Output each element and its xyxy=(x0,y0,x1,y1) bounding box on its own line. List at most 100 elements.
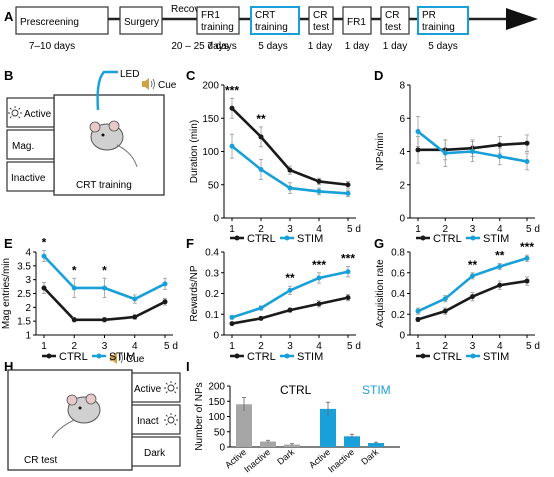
timeline-arrowhead xyxy=(506,8,538,30)
legend-stim-label: STIM xyxy=(483,233,509,245)
bar-category-label: Inactive xyxy=(326,447,356,475)
y-tick-label: 0.4 xyxy=(205,248,219,259)
x-tick-label: 5 d xyxy=(164,341,178,352)
stage-duration: 1 day xyxy=(308,41,332,52)
bar-stim xyxy=(344,436,360,447)
x-tick-label: 4 xyxy=(316,341,322,352)
y-tick-label: 1.5 xyxy=(17,317,31,328)
optic-fiber xyxy=(96,70,118,111)
data-point-ctrl xyxy=(71,317,77,323)
stage-duration: 5 days xyxy=(258,41,287,52)
y-tick-label: 50 xyxy=(214,427,226,438)
speaker-icon xyxy=(110,352,123,364)
cr-test-box xyxy=(7,369,133,471)
stage-label: Prescreening xyxy=(20,17,79,28)
dark-label-h: Dark xyxy=(144,448,166,459)
y-axis-label: Duration (min) xyxy=(189,120,200,183)
significance-label: ** xyxy=(285,271,295,285)
legend-ctrl-marker xyxy=(420,235,426,241)
data-point-ctrl xyxy=(470,294,475,300)
y-tick-label: 2 xyxy=(25,303,31,314)
bar-ctrl xyxy=(260,441,276,447)
active-label-h: Active xyxy=(134,384,162,395)
stage-label: PR xyxy=(422,10,436,21)
stage-label: CR xyxy=(313,10,327,21)
y-tick-label: 0.6 xyxy=(391,268,405,279)
stage-label: training xyxy=(201,22,234,33)
data-point-ctrl xyxy=(229,105,235,111)
data-point-stim xyxy=(442,296,448,302)
data-point-ctrl xyxy=(524,278,530,284)
stage-box xyxy=(119,6,163,35)
legend-stim-label: STIM xyxy=(109,351,135,363)
stage-box xyxy=(196,6,240,35)
data-point-ctrl xyxy=(41,285,47,291)
y-tick-label: 4 xyxy=(399,147,405,158)
x-tick-label: 4 xyxy=(497,341,503,352)
x-tick-label: 1 xyxy=(415,341,421,352)
x-tick-label: 1 xyxy=(41,341,47,352)
significance-label: *** xyxy=(225,83,239,97)
mag-port xyxy=(6,129,55,160)
mag-label: Mag. xyxy=(12,141,34,152)
y-tick-label: 2 xyxy=(399,180,405,191)
bar-category-label: Inactive xyxy=(242,447,272,475)
legend-stim-marker xyxy=(96,353,102,359)
panel-letter-c: C xyxy=(186,68,196,83)
dark-port-h xyxy=(131,436,181,467)
panel-letter-b: B xyxy=(4,68,13,83)
data-point-ctrl xyxy=(132,314,138,320)
significance-label: ** xyxy=(468,258,478,272)
stage-duration: 20 – 25 days xyxy=(171,41,228,52)
stage-box xyxy=(308,6,334,35)
y-tick-label: 0 xyxy=(399,214,405,225)
legend-stim-label: STIM xyxy=(483,351,509,363)
data-point-ctrl xyxy=(316,178,322,184)
y-tick-label: 0.4 xyxy=(391,289,405,300)
panel-letter-f: F xyxy=(186,236,194,251)
y-tick-label: 0.8 xyxy=(391,248,405,259)
data-point-stim xyxy=(162,281,168,287)
data-point-stim xyxy=(442,150,448,156)
y-tick-label: 8 xyxy=(399,81,405,92)
panel-letter-h: H xyxy=(4,359,13,374)
bar-category-label: Dark xyxy=(275,447,296,467)
legend-stim-marker xyxy=(284,235,290,241)
cue-label-h: Cue xyxy=(126,354,145,365)
data-point-stim xyxy=(258,166,264,172)
data-point-ctrl xyxy=(497,142,503,148)
stage-label: test xyxy=(313,22,329,33)
stage-duration: 7–10 days xyxy=(29,41,75,52)
stage-label: CRT xyxy=(255,10,275,21)
panel-h-schematic: Active Inact Dark Cue CR test xyxy=(7,352,181,471)
inact-port-h xyxy=(131,404,181,435)
stage-duration: 5 days xyxy=(428,41,457,52)
bulb-icon xyxy=(164,381,178,394)
stage-label: Recovery xyxy=(171,4,213,15)
y-tick-label: 0 xyxy=(399,331,405,342)
x-tick-label: 2 xyxy=(442,224,448,235)
stage-duration: 1 day xyxy=(383,41,407,52)
y-tick-label: 3.5 xyxy=(17,261,31,272)
active-label: Active xyxy=(24,109,52,120)
legend-stim-label: STIM xyxy=(297,233,323,245)
significance-label: *** xyxy=(520,240,534,254)
bar-category-label: Dark xyxy=(359,447,380,467)
data-point-stim xyxy=(345,269,351,275)
x-tick-label: 2 xyxy=(258,224,264,235)
data-point-ctrl xyxy=(415,147,421,153)
stage-label: training xyxy=(422,22,455,33)
panel-letter-g: G xyxy=(374,236,384,251)
y-tick-label: 50 xyxy=(208,180,220,191)
chart-e: 1 1.5 2 2.5 3 3.5 4 1 2 3 4 5 d Mag entries/min * * * CT… xyxy=(1,236,178,363)
significance-label: * xyxy=(102,263,107,277)
y-tick-label: 2.5 xyxy=(17,289,31,300)
data-point-ctrl xyxy=(442,308,448,314)
x-tick-label: 4 xyxy=(497,224,503,235)
x-tick-label: 3 xyxy=(287,341,293,352)
bar-ctrl xyxy=(284,444,300,447)
bar-stim xyxy=(320,408,336,447)
y-tick-label: 0.3 xyxy=(205,268,219,279)
legend-ctrl-label: CTRL xyxy=(433,233,462,245)
